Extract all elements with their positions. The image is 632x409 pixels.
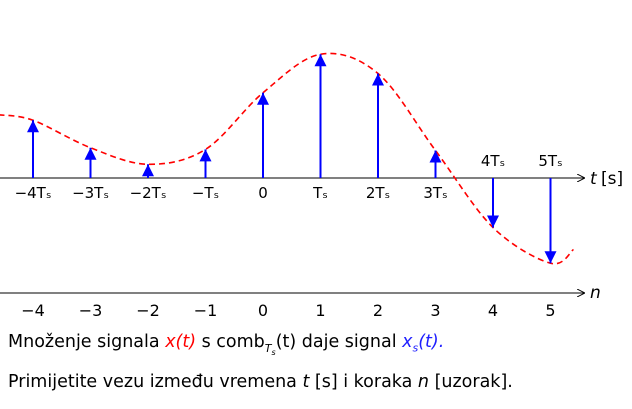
n-tick-label: 3 — [430, 301, 440, 320]
caption1-text-a: Množenje signala — [8, 332, 166, 352]
n-tick-label: −3 — [79, 301, 103, 320]
caption1-text-c: (t) daje signal — [275, 332, 403, 352]
sample-arrowhead — [544, 251, 557, 264]
n-tick-label: 5 — [545, 301, 555, 320]
n-axis-label: n — [590, 283, 601, 303]
sample-arrowhead — [257, 92, 269, 105]
caption1-text-b: s comb — [196, 332, 265, 352]
sample-arrowhead — [27, 120, 39, 133]
t-axis-label: t — [590, 169, 598, 189]
n-tick-label: 0 — [258, 301, 268, 320]
sample-arrowhead — [314, 54, 327, 67]
sample-arrowhead — [142, 164, 154, 177]
t-tick-label: −4Tₛ — [15, 184, 52, 202]
t-tick-labels: −4Tₛ −3Tₛ −2Tₛ −Tₛ 0 Tₛ 2Tₛ 3Tₛ 4Tₛ 5Tₛ — [15, 152, 563, 202]
sample-stems — [27, 54, 557, 264]
n-tick-label: 1 — [315, 301, 325, 320]
sample-arrowhead — [429, 150, 442, 163]
n-tick-label: 4 — [488, 301, 498, 320]
t-tick-label: −Tₛ — [192, 184, 219, 202]
signal-xs-label: xs(t) — [402, 332, 439, 355]
n-tick-label: −4 — [21, 301, 45, 320]
sample-arrowhead — [372, 73, 384, 86]
t-tick-label: 0 — [258, 184, 268, 202]
sample-arrowhead — [487, 215, 499, 228]
caption2-text-c: [uzorak]. — [429, 372, 513, 392]
caption1-period: . — [438, 332, 445, 352]
t-tick-label: Tₛ — [312, 184, 328, 202]
signal-curve-x — [0, 52, 575, 265]
signal-x-label: x(t) — [165, 332, 197, 352]
sample-arrowhead — [84, 147, 97, 160]
n-tick-label: −2 — [136, 301, 160, 320]
comb-subsubscript: s — [271, 347, 276, 357]
caption2-t: t — [302, 372, 310, 392]
comb-subscript: T — [264, 341, 272, 355]
n-tick-labels: −4 −3 −2 −1 0 1 2 3 4 5 — [21, 301, 555, 320]
n-tick-label: 2 — [373, 301, 383, 320]
t-tick-label: 4Tₛ — [481, 152, 505, 170]
caption2-text-a: Primijetite vezu između vremena — [8, 372, 303, 392]
t-axis-unit: [s] — [601, 169, 623, 189]
t-tick-label: −3Tₛ — [72, 184, 109, 202]
caption2-n: n — [417, 372, 430, 392]
t-tick-label: 5Tₛ — [538, 152, 562, 170]
n-tick-label: −1 — [194, 301, 218, 320]
t-tick-label: 3Tₛ — [423, 184, 447, 202]
t-tick-label: 2Tₛ — [366, 184, 390, 202]
t-tick-label: −2Tₛ — [130, 184, 167, 202]
caption2-text-b: [s] i koraka — [309, 372, 418, 392]
sample-arrowhead — [199, 149, 212, 162]
caption-line-1: Množenje signala x(t) s combTs(t) daje s… — [8, 332, 444, 357]
caption-line-2: Primijetite vezu između vremena t [s] i … — [8, 372, 513, 392]
